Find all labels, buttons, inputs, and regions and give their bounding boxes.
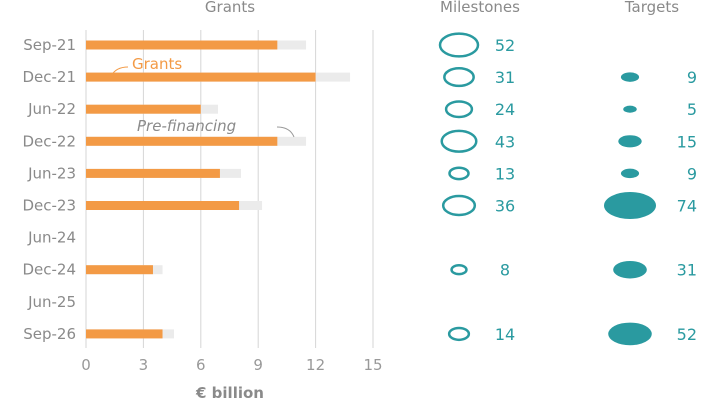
milestone-value: 31 xyxy=(495,68,515,87)
category-label: Dec-23 xyxy=(22,197,76,215)
x-tick-label: 6 xyxy=(196,356,206,374)
targets-title: Targets xyxy=(624,0,679,16)
x-tick-label: 9 xyxy=(253,356,263,374)
prefinancing-annotation: Pre-financing xyxy=(137,117,236,135)
category-label: Dec-22 xyxy=(22,132,76,150)
grants-bar xyxy=(86,40,278,50)
prefinancing-annotation-leader xyxy=(276,126,295,138)
target-bubble xyxy=(613,260,647,279)
milestone-bubble xyxy=(443,67,475,88)
grants-annotation-leader xyxy=(110,66,129,77)
category-label: Jun-23 xyxy=(27,164,76,182)
milestone-bubble xyxy=(438,32,480,58)
milestone-bubble xyxy=(448,166,470,181)
target-value: 31 xyxy=(677,261,697,280)
target-value: 9 xyxy=(687,164,697,183)
x-tick-label: 15 xyxy=(363,356,382,374)
grants-title: Grants xyxy=(205,0,255,16)
milestone-value: 13 xyxy=(495,164,515,183)
x-tick-label: 12 xyxy=(306,356,325,374)
milestone-value: 43 xyxy=(495,132,515,151)
target-value: 5 xyxy=(687,100,697,119)
milestone-bubble xyxy=(450,263,468,276)
target-bubble xyxy=(604,191,656,220)
category-label: Dec-24 xyxy=(22,261,76,279)
target-bubble xyxy=(608,322,652,346)
grants-bar xyxy=(86,72,316,82)
target-value: 52 xyxy=(677,325,697,344)
x-tick-label: 3 xyxy=(139,356,149,374)
milestone-value: 8 xyxy=(500,261,510,280)
milestone-bubble xyxy=(441,194,477,217)
target-value: 15 xyxy=(677,132,697,151)
milestone-value: 14 xyxy=(495,325,515,344)
grants-annotation: Grants xyxy=(132,55,182,73)
target-value: 74 xyxy=(677,197,697,216)
category-label: Sep-21 xyxy=(23,36,76,54)
category-label: Jun-22 xyxy=(27,100,76,118)
grants-bar xyxy=(86,104,201,114)
grants-bar xyxy=(86,168,220,178)
x-tick-label: 0 xyxy=(81,356,91,374)
milestone-value: 36 xyxy=(495,197,515,216)
category-label: Dec-21 xyxy=(22,68,76,86)
milestone-value: 52 xyxy=(495,36,515,55)
target-bubble xyxy=(618,135,642,148)
milestone-bubble xyxy=(440,129,478,153)
category-label: Sep-26 xyxy=(23,325,76,343)
grants-bar xyxy=(86,201,240,210)
x-axis-label: € billion xyxy=(195,384,264,401)
milestone-bubble xyxy=(444,100,474,119)
category-label: Jun-25 xyxy=(27,293,76,311)
target-bubble xyxy=(620,168,640,179)
milestones-title: Milestones xyxy=(440,0,520,16)
target-bubble xyxy=(620,72,640,82)
target-bubble xyxy=(623,105,637,113)
grants-bar xyxy=(86,265,153,275)
grants-bar xyxy=(86,329,163,339)
target-value: 9 xyxy=(687,68,697,87)
category-label: Jun-24 xyxy=(27,229,76,247)
milestone-value: 24 xyxy=(495,100,515,119)
grants-bar xyxy=(86,136,278,146)
milestone-bubble xyxy=(447,326,471,342)
